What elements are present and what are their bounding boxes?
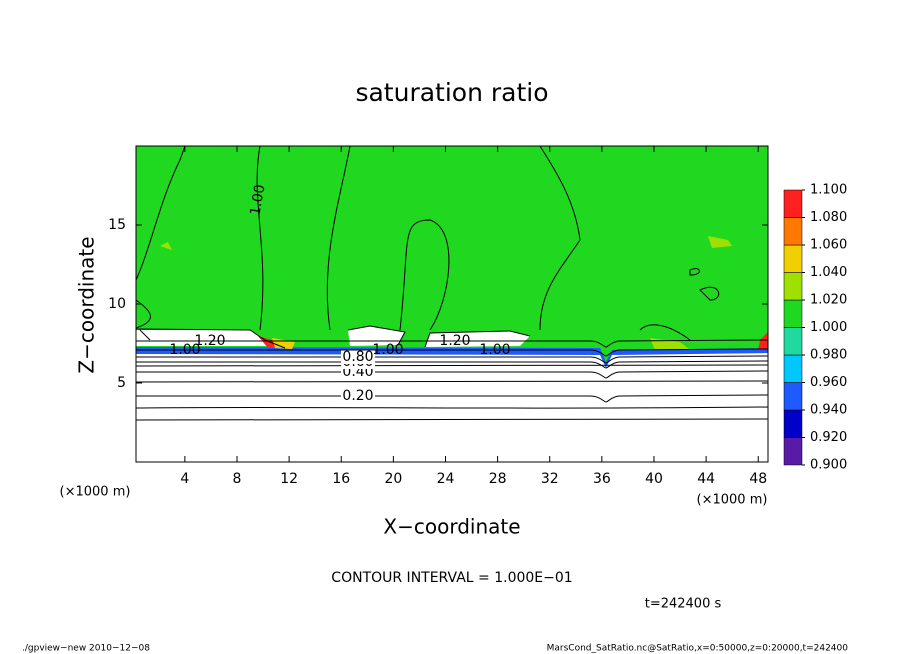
contour-line: [136, 325, 531, 349]
footer-right: MarsCond_SatRatio.nc@SatRatio,x=0:50000,…: [547, 644, 849, 654]
x-tick-label: 32: [541, 471, 559, 487]
contour-line: [136, 355, 768, 364]
colorbar-box: [783, 244, 803, 273]
contour-line: [136, 360, 768, 369]
colorbar-box: [783, 217, 803, 246]
colorbar-label: 1.020: [810, 293, 847, 308]
field-fill: [136, 330, 280, 346]
x-tick-label: 36: [593, 471, 611, 487]
contour-interval: CONTOUR INTERVAL = 1.000E−01: [331, 570, 572, 586]
plot-area: 1.00 0.200.400.600.801.001.001.001.201.2…: [136, 146, 768, 462]
field-fill: [425, 331, 530, 347]
x-tick-label: 20: [384, 471, 402, 487]
y-tick-label: 15: [108, 217, 126, 233]
colorbar-box: [783, 409, 803, 438]
contour-label: 1.00: [479, 342, 510, 358]
x-tick-label: 44: [697, 471, 715, 487]
x-axis-label: X−coordinate: [383, 515, 520, 539]
x-tick-label: 28: [489, 471, 507, 487]
colorbar-label: 1.060: [810, 238, 847, 253]
x-tick-label: 16: [332, 471, 350, 487]
contour-line: [136, 339, 768, 348]
colorbar-box: [783, 189, 803, 218]
colorbar-label: 1.040: [810, 265, 847, 280]
colorbar-label: 0.980: [810, 348, 847, 363]
contour-label: 1.20: [194, 333, 225, 349]
colorbar-box: [783, 327, 803, 356]
y-axis-label: Z−coordinate: [75, 236, 99, 373]
contour-line: [136, 370, 768, 379]
contour-label: 1.00: [169, 342, 200, 358]
time-label: t=242400 s: [645, 597, 722, 612]
field-fill: [160, 242, 172, 250]
contour-line: [639, 268, 720, 341]
contour-line: [136, 348, 768, 357]
contour-label-bg: [341, 389, 375, 403]
y-unit: (×1000 m): [60, 485, 131, 500]
colorbar-box: [783, 272, 803, 301]
colorbar-label: 0.960: [810, 375, 847, 390]
x-tick-label: 24: [437, 471, 455, 487]
colorbar-label: 0.920: [810, 430, 847, 445]
field-fill: [708, 236, 732, 248]
contour-label: 1.00: [372, 342, 403, 358]
colorbar-label: 1.000: [810, 320, 847, 335]
y-tick-label: 10: [108, 296, 126, 312]
contour-label: 0.20: [342, 388, 373, 404]
contour-line: [136, 364, 768, 421]
field-fill: [136, 347, 768, 368]
x-tick-label: 8: [233, 471, 242, 487]
contour-label: 1.20: [439, 333, 470, 349]
contour-label: 0.80: [342, 349, 373, 365]
contour-label-bg: [341, 350, 375, 364]
colorbar-box: [783, 382, 803, 411]
x-tick-label: 48: [749, 471, 767, 487]
colorbar-box: [783, 299, 803, 328]
contour-line: [539, 146, 581, 331]
footer-left: ./gpview−new 2010−12−08: [22, 644, 150, 654]
contour-line: [136, 394, 768, 403]
colorbar-box: [783, 354, 803, 383]
colorbar-label: 1.080: [810, 210, 847, 225]
colorbar-label: 0.940: [810, 403, 847, 418]
field-fill: [758, 332, 768, 350]
x-tick-label: 4: [180, 471, 189, 487]
contour-label: 1.00: [247, 183, 268, 216]
contour-line: [136, 146, 186, 341]
field-fill: [136, 349, 768, 462]
chart-title: saturation ratio: [355, 78, 548, 107]
colorbar-label: 1.100: [810, 183, 847, 198]
contour-line: [399, 219, 450, 331]
colorbar-label: 0.900: [810, 458, 847, 473]
contour-line: [256, 146, 351, 331]
colorbar-box: [783, 437, 803, 466]
x-unit: (×1000 m): [697, 493, 768, 508]
x-tick-label: 40: [645, 471, 663, 487]
x-tick-label: 12: [280, 471, 298, 487]
y-tick-label: 5: [117, 375, 126, 391]
